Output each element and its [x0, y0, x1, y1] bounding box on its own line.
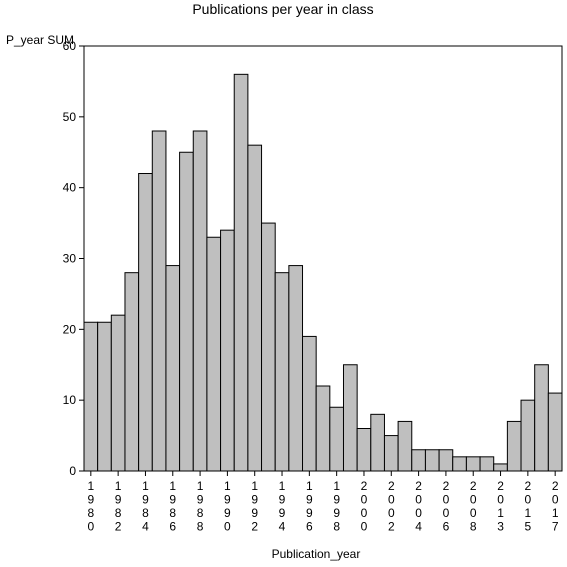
bar-2005: [424, 449, 440, 472]
bar-1983: [124, 272, 140, 472]
chart-title: Publications per year in class: [192, 1, 373, 17]
y-tick-label: 40: [63, 181, 77, 195]
x-axis-label: Publication_year: [272, 547, 361, 561]
bar-2016: [534, 364, 549, 472]
bar-2002: [383, 435, 399, 472]
bar-1989: [206, 236, 222, 472]
bar-1996: [302, 335, 317, 472]
bar-2003: [397, 420, 413, 472]
bar-2001: [370, 413, 385, 472]
bars-group: [83, 73, 563, 472]
bar-1995: [288, 265, 304, 472]
bar-1981: [97, 321, 112, 472]
bar-1985: [151, 130, 167, 472]
bar-1988: [192, 130, 208, 472]
y-tick-label: 0: [69, 464, 76, 478]
y-tick-label: 10: [63, 393, 77, 407]
bar-1984: [138, 173, 153, 472]
bar-2007: [452, 456, 467, 472]
y-tick-label: 60: [63, 39, 77, 53]
bar-1987: [179, 151, 194, 472]
bar-1993: [261, 222, 276, 472]
bar-2008: [465, 456, 481, 472]
bar-2000: [356, 428, 372, 472]
bar-2011: [479, 456, 495, 472]
bar-2013: [493, 463, 508, 472]
bar-1994: [274, 272, 290, 472]
bar-1986: [165, 265, 181, 472]
bar-2015: [520, 399, 536, 472]
bar-1990: [220, 229, 235, 472]
bar-1980: [83, 321, 99, 472]
x-axis: 1 9 8 0 1 9 8 2 1 9 8 4 1 9 8 6 1 9 8 8 1 9 9 0 1 9 9 2 1 9 9 4 1 9 9 6 1 9 9 8…: [87, 471, 559, 534]
y-tick-label: 50: [63, 110, 77, 124]
bar-1999: [342, 364, 358, 472]
y-tick-label: 30: [63, 252, 77, 266]
bar-1991: [233, 73, 249, 472]
bar-2017: [547, 392, 563, 472]
bar-2014: [506, 420, 522, 472]
plot-frame: [83, 45, 563, 472]
bar-1982: [110, 314, 126, 472]
bar-2006: [438, 449, 454, 472]
y-tick-label: 20: [63, 322, 77, 336]
bar-1997: [315, 385, 331, 472]
bar-1992: [247, 144, 263, 472]
bar-1998: [329, 406, 344, 472]
bar-2004: [411, 449, 426, 472]
y-axis: 0 10 20 30 40 50 60: [63, 39, 84, 478]
y-axis-label: P_year SUM: [6, 33, 74, 47]
